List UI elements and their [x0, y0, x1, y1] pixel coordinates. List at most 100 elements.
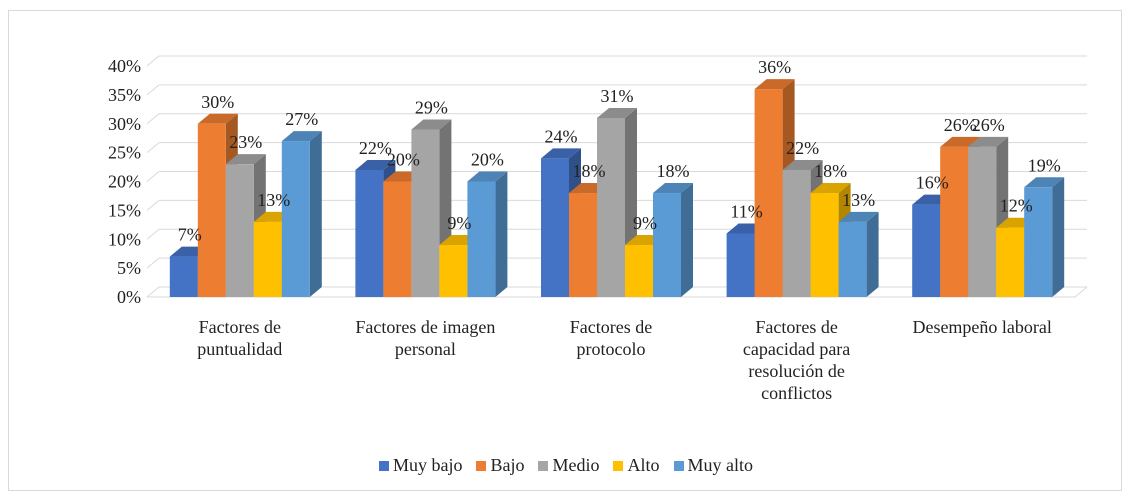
- y-tick-label: 40%: [108, 56, 141, 76]
- bar-side: [681, 183, 693, 297]
- grid-line-side: [146, 199, 160, 211]
- bar-top: [1024, 177, 1065, 188]
- bar: [569, 193, 597, 297]
- data-label: 26%: [944, 115, 977, 135]
- bar-top: [838, 211, 879, 222]
- bar-side: [1052, 177, 1065, 297]
- grid-line-side: [146, 286, 160, 298]
- chart-border: [8, 10, 1122, 491]
- y-tick-label: 0%: [117, 287, 141, 307]
- data-label: 11%: [730, 201, 762, 221]
- x-tick-label: Factores de puntualidad: [197, 317, 283, 359]
- legend-label: Alto: [627, 455, 660, 475]
- bar: [996, 227, 1025, 297]
- bar: [355, 169, 384, 297]
- grid-line-side: [146, 84, 160, 96]
- legend-label: Bajo: [490, 455, 525, 475]
- legend-swatch: [538, 460, 549, 471]
- bar-side: [495, 171, 508, 297]
- bar: [653, 193, 681, 297]
- floor-edge-right: [1074, 286, 1088, 298]
- x-tick-label: Desempeño laboral: [912, 317, 1052, 337]
- legend-swatch: [673, 460, 684, 471]
- bar-top: [541, 148, 581, 159]
- y-tick-label: 30%: [108, 114, 141, 134]
- data-label: 23%: [229, 132, 262, 152]
- grid-line-side: [146, 55, 160, 67]
- legend-label: Medio: [552, 455, 600, 475]
- data-label: 26%: [972, 115, 1005, 135]
- x-tick-label: Factores de protocolo: [569, 317, 653, 359]
- data-label: 9%: [633, 213, 657, 233]
- legend-item: Medio: [538, 455, 599, 476]
- data-label: 30%: [201, 92, 234, 112]
- data-label: 22%: [786, 138, 819, 158]
- grid-line-side: [146, 113, 160, 125]
- y-tick-label: 15%: [108, 200, 141, 220]
- data-label: 19%: [1028, 155, 1061, 175]
- y-tick-label: 10%: [108, 229, 141, 249]
- data-label: 9%: [447, 213, 471, 233]
- legend: Muy bajo Bajo Medio Alto Muy alto: [0, 455, 1132, 476]
- bar: [253, 221, 282, 297]
- bar: [467, 181, 496, 297]
- legend-swatch: [613, 460, 624, 471]
- grid-line-side: [146, 142, 160, 154]
- y-tick-label: 35%: [108, 85, 141, 105]
- bar: [225, 164, 254, 297]
- bar-top: [968, 136, 1009, 147]
- bar: [912, 204, 941, 297]
- bar: [597, 117, 625, 297]
- bar-side: [866, 211, 879, 297]
- data-label: 27%: [285, 109, 318, 129]
- bar-top: [810, 183, 851, 194]
- bar-top: [197, 113, 238, 124]
- y-tick-label: 20%: [108, 172, 141, 192]
- bar-side: [309, 131, 322, 297]
- bar: [782, 169, 811, 297]
- bar: [1024, 187, 1053, 297]
- x-tick-label: Factores de imagen personal: [355, 317, 496, 359]
- bar: [169, 256, 198, 297]
- data-label: 7%: [178, 225, 202, 245]
- bar: [726, 233, 755, 297]
- bar: [411, 129, 440, 297]
- legend-item: Alto: [613, 455, 660, 476]
- bar: [940, 146, 969, 297]
- bar-top: [653, 183, 693, 194]
- grid-line-side: [146, 171, 160, 182]
- legend-swatch: [378, 460, 389, 471]
- data-label: 36%: [758, 57, 791, 77]
- bar-top: [597, 107, 637, 118]
- data-label: 22%: [359, 138, 392, 158]
- bar: [541, 158, 569, 297]
- bar-top: [467, 171, 508, 182]
- bar-top: [940, 136, 981, 147]
- bar-top: [355, 159, 396, 170]
- legend-item: Muy alto: [673, 455, 753, 476]
- data-label: 18%: [573, 161, 606, 181]
- bar-top: [754, 79, 795, 90]
- data-label: 18%: [814, 161, 847, 181]
- bar: [197, 123, 226, 297]
- legend-label: Muy bajo: [392, 455, 463, 475]
- bar: [968, 146, 997, 297]
- bar-top: [225, 154, 266, 165]
- grid-line-side: [146, 228, 160, 240]
- data-label: 24%: [545, 126, 578, 146]
- bar: [383, 181, 412, 297]
- bar: [625, 245, 653, 297]
- legend-item: Muy bajo: [378, 455, 463, 476]
- bar: [754, 89, 783, 297]
- data-label: 18%: [657, 161, 690, 181]
- legend-swatch: [476, 460, 487, 471]
- data-label: 20%: [471, 150, 504, 170]
- y-tick-label: 25%: [108, 143, 141, 163]
- data-label: 20%: [387, 150, 420, 170]
- legend-item: Bajo: [476, 455, 524, 476]
- data-label: 16%: [916, 173, 949, 193]
- bar: [838, 221, 867, 297]
- x-tick-label: Factores de capacidad para resolución de…: [742, 317, 851, 403]
- bar-top: [281, 131, 322, 142]
